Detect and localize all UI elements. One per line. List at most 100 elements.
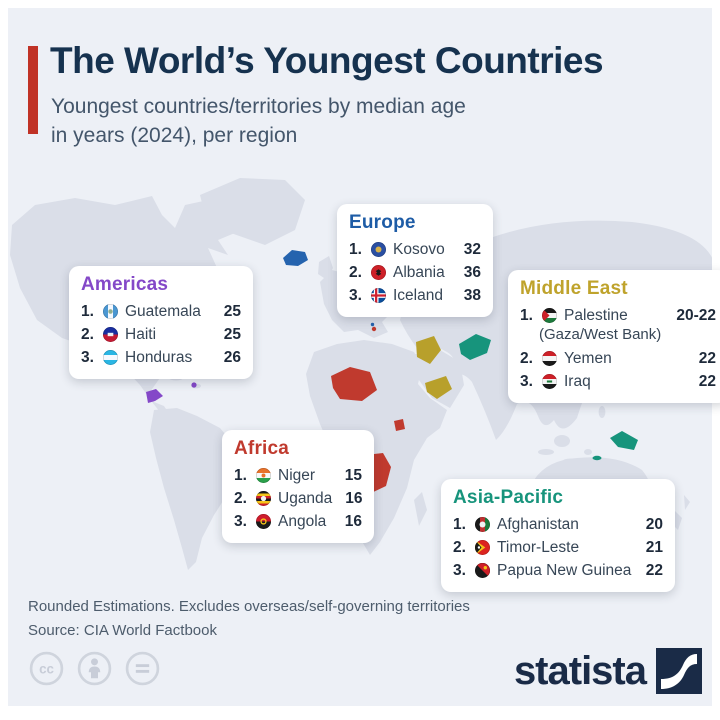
map-new-zealand: [670, 495, 690, 530]
rank-row-albania: 2. Albania 36: [349, 261, 481, 284]
region-card-asia-pacific: Asia-Pacific 1. Afghanistan 20 2. Timor-Lest…: [441, 479, 675, 592]
map-highlight-niger: [331, 367, 377, 401]
map-highlight-albania: [371, 326, 377, 332]
statista-logo[interactable]: statista: [514, 648, 702, 694]
rank-row-yemen: 2. Yemen 22: [520, 347, 716, 370]
median-age-value: 36: [463, 264, 481, 281]
region-title-europe: Europe: [349, 212, 416, 233]
median-age-value: 26: [223, 349, 241, 366]
country-subtext: (Gaza/West Bank): [539, 326, 662, 343]
timor_leste-flag-icon: [472, 540, 492, 555]
papua_new_guinea-flag-icon: [472, 563, 492, 578]
rank-number: 2.: [81, 326, 94, 343]
region-list: 1. Kosovo 32 2. Albania 36 3. Iceland 38: [349, 238, 481, 307]
median-age-value: 16: [345, 490, 363, 507]
map-philippines: [598, 406, 606, 418]
rank-number: 2.: [520, 350, 533, 367]
rank-row-iraq: 3. Iraq 22: [520, 370, 716, 393]
region-card-middle-east: Middle East 1. Palestine 20-22 (Gaza/West B…: [508, 270, 720, 403]
country-name: Uganda: [278, 490, 333, 507]
rank-number: 3.: [453, 562, 466, 579]
median-age-value: 16: [344, 513, 362, 530]
map-highlight-afghanistan: [459, 334, 491, 360]
country-name: Timor-Leste: [497, 539, 580, 556]
country-name: Honduras: [125, 349, 193, 366]
afghanistan-flag-icon: [472, 517, 492, 532]
region-list: 1. Guatemala 25 2. Haiti 25 3. Honduras 26: [81, 300, 241, 369]
region-list: 1. Palestine 20-22 (Gaza/West Bank) 2. Yemen 2…: [520, 304, 716, 393]
equals-icon[interactable]: [124, 650, 161, 687]
albania-flag-icon: [368, 265, 388, 280]
attribution-icon[interactable]: [76, 650, 113, 687]
rank-row-uganda: 2. Uganda 16: [234, 487, 363, 510]
rank-row-niger: 1. Niger 15: [234, 464, 362, 487]
svg-text:cc: cc: [39, 662, 54, 677]
rank-row-honduras: 3. Honduras 26: [81, 346, 241, 369]
median-age-value: 25: [223, 326, 241, 343]
median-age-value: 38: [463, 287, 481, 304]
rank-number: 3.: [234, 513, 247, 530]
country-name: Niger: [278, 467, 316, 484]
angola-flag-icon: [253, 514, 273, 529]
yemen-flag-icon: [539, 351, 559, 366]
country-name: Yemen: [564, 350, 612, 367]
rank-row-guatemala: 1. Guatemala 25: [81, 300, 241, 323]
rank-number: 1.: [234, 467, 247, 484]
median-age-value: 20-22: [676, 307, 716, 324]
map-sulawesi: [584, 449, 592, 455]
palestine-flag-icon: [539, 308, 559, 323]
haiti-flag-icon: [100, 327, 120, 342]
iraq-flag-icon: [539, 374, 559, 389]
median-age-value: 32: [463, 241, 481, 258]
rank-number: 1.: [349, 241, 362, 258]
rank-number: 2.: [234, 490, 247, 507]
map-highlight-iraq: [416, 336, 441, 364]
region-list: 1. Niger 15 2. Uganda 16 3. Angola 16: [234, 464, 363, 533]
rank-row-timor-leste: 2. Timor-Leste 21: [453, 536, 663, 559]
region-title-africa: Africa: [234, 438, 290, 459]
map-south-america: [150, 408, 238, 570]
page-title: The World’s Youngest Countries: [50, 40, 604, 81]
map-highlight-haiti: [191, 382, 197, 388]
footer-source: Source: CIA World Factbook: [28, 622, 217, 639]
rank-number: 1.: [520, 307, 533, 324]
country-name: Angola: [278, 513, 327, 530]
subtitle-line-1: Youngest countries/territories by median…: [51, 95, 466, 118]
country-name: Afghanistan: [497, 516, 579, 533]
cc-icon[interactable]: cc: [28, 650, 65, 687]
region-card-europe: Europe 1. Kosovo 32 2. Albania 36 3. Iceland 38: [337, 204, 493, 317]
country-name: Papua New Guinea: [497, 562, 632, 579]
map-highlight-kosovo: [370, 322, 375, 327]
region-list: 1. Afghanistan 20 2. Timor-Leste 21 3. Papua Ne…: [453, 513, 663, 582]
country-name: Guatemala: [125, 303, 201, 320]
red-accent-bar: [28, 46, 38, 134]
rank-row-papua-new-guinea: 3. Papua New Guinea 22: [453, 559, 663, 582]
map-madagascar: [414, 492, 427, 526]
rank-number: 3.: [520, 373, 533, 390]
honduras-flag-icon: [100, 350, 120, 365]
median-age-value: 22: [698, 373, 716, 390]
country-name: Kosovo: [393, 241, 445, 258]
map-highlight-uganda: [394, 419, 405, 431]
map-sumatra: [538, 449, 554, 455]
rank-row-afghanistan: 1. Afghanistan 20: [453, 513, 663, 536]
region-card-americas: Americas 1. Guatemala 25 2. Haiti 25 3. Hondura…: [69, 266, 253, 379]
statista-logo-text: statista: [513, 649, 647, 693]
median-age-value: 22: [645, 562, 663, 579]
median-age-value: 21: [645, 539, 663, 556]
rank-number: 1.: [453, 516, 466, 533]
page-subtitle: Youngest countries/territories by median…: [51, 92, 466, 150]
map-highlight-yemen: [425, 376, 452, 399]
map-highlight-papua-new-guinea: [610, 431, 638, 450]
map-highlight-iceland: [283, 250, 308, 266]
footer-note: Rounded Estimations. Excludes overseas/s…: [28, 598, 470, 615]
median-age-value: 20: [645, 516, 663, 533]
rank-number: 2.: [349, 264, 362, 281]
region-title-americas: Americas: [81, 274, 169, 295]
rank-row-haiti: 2. Haiti 25: [81, 323, 241, 346]
rank-number: 2.: [453, 539, 466, 556]
rank-number: 3.: [81, 349, 94, 366]
country-name: Palestine: [564, 307, 628, 324]
map-highlight-timor-leste: [592, 455, 602, 461]
median-age-value: 22: [698, 350, 716, 367]
